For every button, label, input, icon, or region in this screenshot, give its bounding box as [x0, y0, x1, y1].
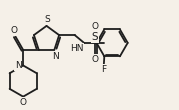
Text: HN: HN [70, 44, 84, 53]
Text: N: N [15, 61, 21, 70]
Text: O: O [91, 22, 98, 31]
Text: S: S [44, 15, 50, 24]
Text: O: O [91, 55, 98, 64]
Text: S: S [92, 32, 98, 42]
Text: N: N [52, 52, 59, 61]
Text: F: F [101, 65, 106, 74]
Text: O: O [10, 26, 18, 35]
Text: O: O [20, 98, 27, 107]
